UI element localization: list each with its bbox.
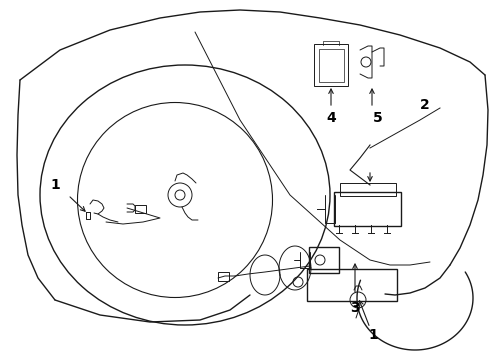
Text: 2: 2 <box>420 98 430 112</box>
Text: 3: 3 <box>350 301 360 315</box>
Text: 5: 5 <box>373 111 383 125</box>
Text: 4: 4 <box>326 111 336 125</box>
Text: 1: 1 <box>368 328 378 342</box>
Text: 1: 1 <box>50 178 60 192</box>
